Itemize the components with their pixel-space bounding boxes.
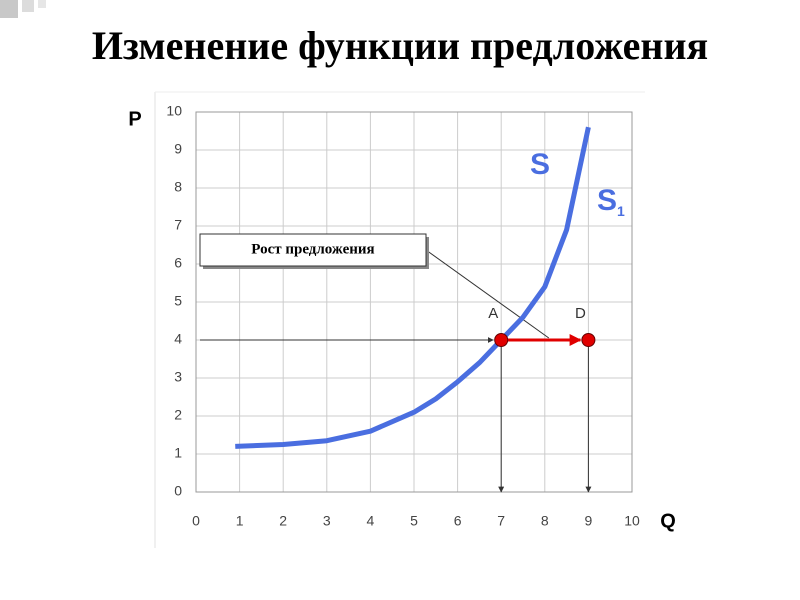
y-tick-label: 10: [166, 103, 182, 119]
x-tick-label: 10: [624, 513, 640, 529]
x-tick-label: 7: [497, 513, 505, 529]
annotation-text: Рост предложения: [251, 241, 374, 257]
x-tick-label: 8: [541, 513, 549, 529]
decor: [0, 0, 18, 18]
x-tick-label: 6: [454, 513, 462, 529]
x-tick-label: 2: [279, 513, 287, 529]
point: [581, 333, 596, 347]
x-tick-label: 5: [410, 513, 418, 529]
decor: [22, 0, 34, 12]
y-tick-label: 2: [174, 407, 182, 423]
plot-frame: [195, 111, 633, 493]
point: [494, 333, 509, 347]
y-tick-label: 4: [174, 331, 182, 347]
y-tick-label: 6: [174, 255, 182, 271]
x-tick-label: 1: [236, 513, 244, 529]
decor: [38, 0, 46, 8]
y-tick-label: 7: [174, 217, 182, 233]
shift-label: S1: [597, 184, 625, 219]
y-tick-label: 8: [174, 179, 182, 195]
y-axis-label: P: [128, 108, 141, 130]
shift-label-main: S: [597, 184, 617, 217]
y-tick-label: 0: [174, 483, 182, 499]
point-label: D: [575, 305, 586, 322]
supply-curve: [235, 126, 591, 449]
x-axis-label: Q: [660, 510, 676, 532]
y-tick-label: 3: [174, 369, 182, 385]
y-tick-label: 1: [174, 445, 182, 461]
series-label: S: [530, 148, 550, 181]
annotation-leader: [425, 249, 550, 339]
shift-label-subscript: 1: [617, 203, 625, 219]
annotation-box: [199, 233, 427, 267]
y-tick-label: 9: [174, 141, 182, 157]
y-tick-label: 5: [174, 293, 182, 309]
x-tick-label: 0: [192, 513, 200, 529]
x-tick-label: 3: [323, 513, 331, 529]
title: Изменение функции предложения: [92, 23, 708, 68]
point-label: A: [488, 305, 498, 322]
x-tick-label: 4: [367, 513, 375, 529]
x-tick-label: 9: [585, 513, 593, 529]
